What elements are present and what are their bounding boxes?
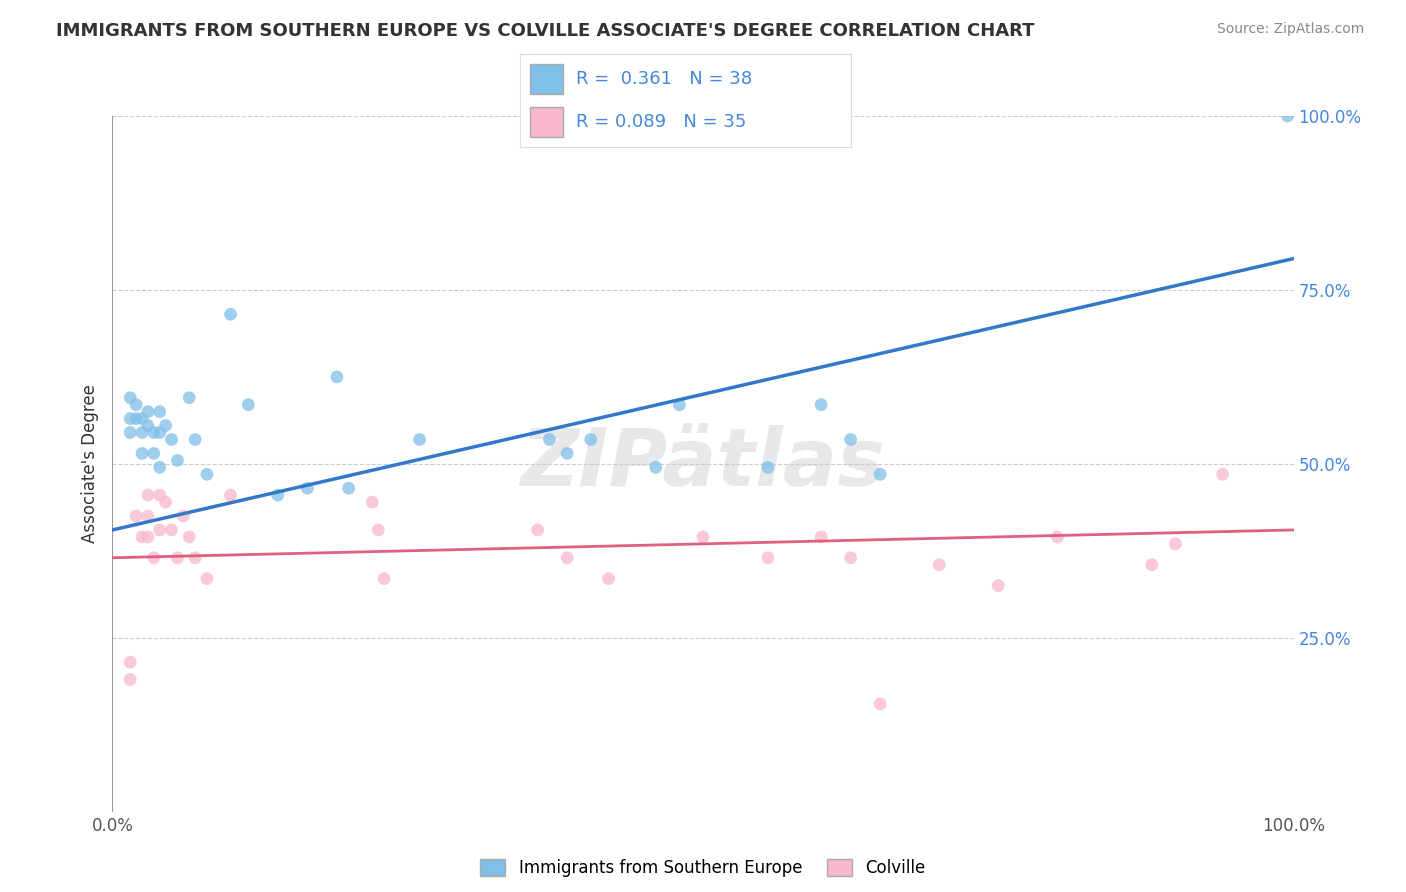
Point [408, 433, 430, 447]
Point [1277, 109, 1299, 123]
Point [195, 467, 218, 482]
Point [149, 405, 172, 419]
Point [166, 453, 188, 467]
Point [1046, 530, 1069, 544]
Point [131, 530, 153, 544]
Point [692, 530, 714, 544]
Text: IMMIGRANTS FROM SOUTHERN EUROPE VS COLVILLE ASSOCIATE'S DEGREE CORRELATION CHART: IMMIGRANTS FROM SOUTHERN EUROPE VS COLVI… [56, 22, 1035, 40]
Point [195, 572, 218, 586]
Point [155, 495, 177, 509]
Point [136, 508, 159, 523]
Point [149, 523, 172, 537]
Bar [530, 64, 564, 94]
Point [131, 446, 153, 460]
Point [120, 655, 142, 669]
Point [839, 550, 862, 565]
Point [131, 425, 153, 440]
Point [149, 488, 172, 502]
Point [155, 418, 177, 433]
Point [238, 398, 260, 412]
Point [142, 446, 165, 460]
Point [555, 446, 578, 460]
Legend: Immigrants from Southern Europe, Colville: Immigrants from Southern Europe, Colvill… [474, 852, 932, 883]
Point [1212, 467, 1234, 482]
Point [160, 523, 183, 537]
Point [136, 488, 159, 502]
Point [184, 550, 207, 565]
Point [136, 418, 159, 433]
Point [125, 508, 148, 523]
Point [131, 411, 153, 425]
Point [125, 411, 148, 425]
Point [179, 530, 201, 544]
Point [839, 433, 862, 447]
Point [160, 433, 183, 447]
Point [120, 425, 142, 440]
Point [644, 460, 666, 475]
Point [526, 523, 548, 537]
Point [928, 558, 950, 572]
Point [756, 550, 779, 565]
Point [869, 697, 891, 711]
Point [267, 488, 290, 502]
Point [756, 460, 779, 475]
Point [149, 460, 172, 475]
Point [142, 425, 165, 440]
Point [373, 572, 395, 586]
Point [538, 433, 561, 447]
Point [136, 530, 159, 544]
Point [810, 530, 832, 544]
Y-axis label: Associate's Degree: Associate's Degree [80, 384, 98, 543]
Point [179, 391, 201, 405]
Point [172, 508, 194, 523]
Point [668, 398, 690, 412]
Bar [530, 107, 564, 136]
Point [142, 550, 165, 565]
Point [1164, 537, 1187, 551]
Point [219, 488, 242, 502]
Point [219, 307, 242, 321]
Point [297, 481, 319, 495]
Point [555, 550, 578, 565]
Point [184, 433, 207, 447]
Point [579, 433, 602, 447]
Point [166, 550, 188, 565]
Point [1140, 558, 1163, 572]
Point [869, 467, 891, 482]
Point [120, 391, 142, 405]
Text: R =  0.361   N = 38: R = 0.361 N = 38 [576, 70, 752, 87]
Point [337, 481, 360, 495]
Point [361, 495, 384, 509]
Text: Source: ZipAtlas.com: Source: ZipAtlas.com [1216, 22, 1364, 37]
Point [120, 411, 142, 425]
Point [987, 578, 1010, 592]
Point [598, 572, 620, 586]
Point [810, 398, 832, 412]
Text: R = 0.089   N = 35: R = 0.089 N = 35 [576, 113, 747, 131]
Point [149, 425, 172, 440]
Point [120, 673, 142, 687]
Point [367, 523, 389, 537]
Point [125, 398, 148, 412]
Point [326, 369, 349, 384]
Point [136, 405, 159, 419]
Text: ZIPätlas: ZIPätlas [520, 425, 886, 503]
